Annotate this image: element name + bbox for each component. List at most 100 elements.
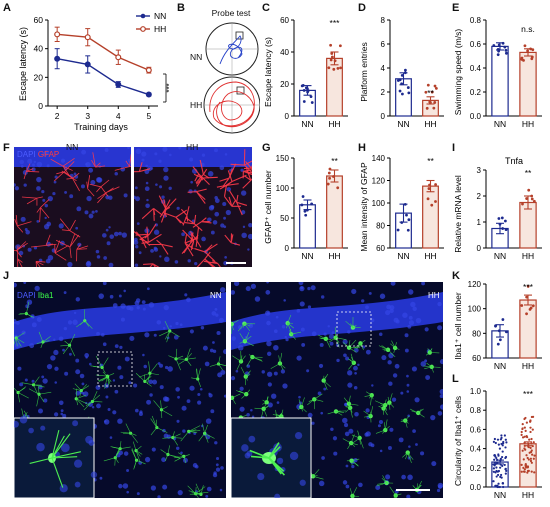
data-point-hh [54, 31, 61, 38]
data-dot [496, 473, 500, 477]
data-dot [500, 473, 503, 477]
data-dot [427, 187, 431, 190]
data-dot [526, 285, 530, 288]
nn-swim-path-pool [205, 22, 259, 76]
bar-nn [491, 45, 509, 117]
x-tick-label: 5 [146, 111, 151, 121]
legend-nn: NN [154, 11, 166, 21]
data-dot [434, 183, 437, 186]
data-point-nn [54, 55, 61, 62]
data-dot [520, 470, 523, 473]
data-dot [528, 451, 531, 454]
data-dot [520, 58, 524, 61]
data-dot [532, 199, 536, 203]
data-dot [499, 457, 502, 460]
x-tick-label-hh: HH [424, 119, 436, 129]
data-dot [525, 197, 528, 200]
x-tick-label-hh: HH [328, 119, 340, 129]
y-tick-label: 8 [381, 16, 386, 25]
data-point-hh [115, 54, 122, 61]
panel-f-hh-label: HH [186, 142, 199, 152]
data-dot [301, 195, 305, 198]
roi-box [97, 351, 133, 387]
x-tick-label-nn: NN [494, 490, 506, 500]
data-dot [338, 44, 342, 48]
data-dot [499, 466, 502, 469]
data-dot [501, 464, 504, 468]
data-dot [525, 435, 528, 438]
data-dot [300, 203, 304, 207]
panel-d-ylabel: Platform entries [359, 42, 369, 102]
panel-b-nn-label: NN [190, 52, 203, 62]
data-dot [430, 90, 434, 94]
x-tick-label-hh: HH [522, 361, 534, 371]
microglia-process [51, 430, 60, 459]
y-tick-label: 2 [477, 192, 482, 201]
data-dot [434, 200, 437, 203]
panel-label-e: E [452, 2, 460, 14]
data-dot [521, 427, 524, 430]
panel-label-l: L [452, 373, 459, 385]
data-dot [396, 79, 400, 82]
y-tick-label: 1 [477, 218, 482, 227]
data-dot [530, 470, 533, 473]
x-tick-label-nn: NN [494, 251, 506, 261]
y-tick-label: 0.0 [470, 483, 482, 492]
panel-b-title: Probe test [211, 8, 251, 18]
y-tick-label: 100 [276, 184, 290, 193]
y-tick-label: 3 [477, 166, 482, 175]
data-dot [497, 482, 500, 485]
data-dot [426, 197, 430, 201]
panel-label-b: B [177, 2, 185, 14]
data-dot [525, 312, 528, 316]
y-tick-label: 120 [468, 280, 482, 289]
panel-e-ylabel: Swimming speed (m/s) [453, 29, 463, 116]
data-dot [524, 416, 527, 420]
data-dot [527, 469, 530, 473]
data-dot [526, 466, 530, 469]
panelg-sig: ** [331, 156, 338, 166]
x-tick-label-hh: HH [522, 251, 534, 261]
microglia-process [51, 457, 64, 488]
data-dot [532, 457, 535, 460]
data-dot [406, 228, 410, 232]
iba1-label: Iba1 [37, 291, 54, 300]
dapi-label: DAPI [17, 291, 36, 300]
panel-b-hh-label: HH [190, 100, 203, 110]
panel-g-bar-chart: GFAP⁺ cell number 0 50 100 150 NN HH ** [263, 154, 348, 261]
data-dot [522, 458, 525, 461]
microglia-process [51, 451, 81, 459]
x-tick-label-nn: NN [301, 119, 313, 129]
x-tick-label-nn: NN [397, 251, 409, 261]
data-dot [504, 228, 508, 231]
panel-i-bar-chart: Tnfa Relative mRNA level 0 1 2 3 NN HH ** [453, 156, 542, 261]
data-dot [492, 440, 495, 443]
y-tick-label: 0 [381, 112, 386, 121]
data-dot [494, 455, 497, 458]
data-dot [497, 443, 500, 446]
data-dot [533, 471, 536, 474]
panel-b-probe-test: Probe test NN HH [180, 2, 260, 137]
microglia-process [250, 455, 270, 459]
panel-j-stain-label: DAPI Iba1 [17, 291, 53, 300]
data-dot [505, 441, 508, 444]
data-dot [401, 92, 404, 96]
data-dot [530, 461, 533, 464]
data-dot [504, 438, 507, 441]
x-tick-label: 3 [85, 111, 90, 121]
panel-f-hh-micrograph [134, 147, 252, 267]
y-tick-label: 140 [372, 154, 386, 163]
y-tick-label: 6 [381, 40, 386, 49]
panel-i-title: Tnfa [505, 156, 523, 166]
data-dot [494, 471, 497, 474]
panel-a-sig: *** [165, 83, 174, 92]
data-dot [396, 228, 400, 232]
panelk-sig: *** [523, 282, 534, 292]
scale-bar [226, 262, 246, 264]
series-line-hh [57, 33, 150, 71]
data-dot [531, 453, 534, 456]
microglia-process [51, 456, 78, 459]
y-tick-label: 0 [285, 244, 290, 253]
data-dot [502, 440, 505, 444]
data-dot [326, 182, 330, 186]
